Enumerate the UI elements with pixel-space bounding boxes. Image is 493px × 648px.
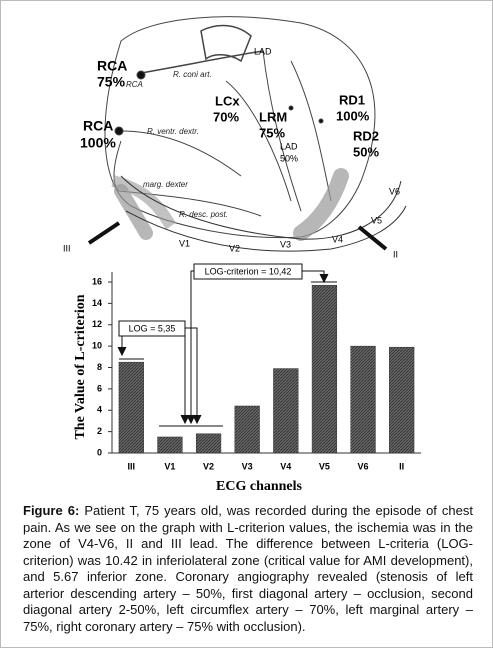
diagram-label: RD2 <box>353 128 379 143</box>
diagram-label: RCA <box>97 58 127 74</box>
annotation-lines <box>117 263 337 427</box>
x-tick-label: III <box>128 461 136 471</box>
y-tick-label: 0 <box>97 447 102 457</box>
lead-label: V5 <box>371 215 382 225</box>
diagram-label: 100% <box>80 135 116 151</box>
y-tick-label: 16 <box>92 276 102 286</box>
diagram-label: 50% <box>280 153 298 163</box>
figure-graphics: RCA 75% RCA R. coni art. LAD LCx 70% LRM… <box>63 16 421 494</box>
caption: Figure 6: Patient T, 75 years old, was r… <box>23 503 473 635</box>
diagram-label: LAD <box>254 46 272 56</box>
x-tick-label: V3 <box>242 461 253 471</box>
y-tick-label: 10 <box>92 341 102 351</box>
diagram-label: R. desc. post. <box>179 210 228 219</box>
diagram-label: RD1 <box>339 92 365 107</box>
bar <box>311 284 338 454</box>
diagram-label: 100% <box>336 108 370 123</box>
bar <box>118 361 144 454</box>
x-tick-label: V6 <box>358 461 369 471</box>
y-tick-label: 12 <box>92 319 102 329</box>
lead-label: V2 <box>229 243 240 253</box>
diagram-label: 50% <box>353 144 379 159</box>
annotation: LOG = 5,35 <box>129 323 176 333</box>
diagram-label: RCA <box>83 118 113 134</box>
bar <box>195 433 222 454</box>
diagram-label: RCA <box>126 80 143 89</box>
x-tick-label: V1 <box>164 461 175 471</box>
diagram-label: LCx <box>215 93 240 108</box>
bar <box>389 346 415 454</box>
bar <box>350 345 376 454</box>
lead-label: V4 <box>332 234 343 244</box>
diagram-label: 75% <box>97 74 126 90</box>
caption-label: Figure 6: <box>23 503 80 518</box>
diagram-label: LRM <box>259 109 287 124</box>
diagram-label: marg. dexter <box>143 180 188 189</box>
y-tick-label: 4 <box>97 405 102 415</box>
diagram-label: R. ventr. dextr. <box>147 127 199 136</box>
diagram-label: 70% <box>213 109 239 124</box>
x-axis-label: ECG channels <box>216 479 303 494</box>
diagram-label: LAD <box>280 141 298 151</box>
lead-label: V6 <box>389 186 400 196</box>
bar <box>234 405 260 454</box>
x-tick-label: V5 <box>319 461 330 471</box>
lead-label: V3 <box>280 239 291 249</box>
bar <box>157 436 183 454</box>
y-tick-label: 14 <box>92 298 102 308</box>
x-tick-label: V2 <box>203 461 214 471</box>
y-tick-label: 2 <box>97 426 102 436</box>
annotation: LOG-criterion = 10,42 <box>205 266 292 276</box>
lead-label: II <box>393 249 398 259</box>
diagram-label: R. coni art. <box>173 70 212 79</box>
caption-text: Patient T, 75 years old, was recorded du… <box>23 503 473 634</box>
x-tick-label: II <box>399 461 404 471</box>
y-tick-label: 6 <box>97 383 102 393</box>
heart-drawing <box>87 16 407 252</box>
lead-label: III <box>63 243 71 253</box>
lead-label: V1 <box>179 238 190 248</box>
x-tick-label: V4 <box>280 461 291 471</box>
y-tick-label: 8 <box>97 362 102 372</box>
y-axis-label: The Value of L-criterion <box>73 294 88 439</box>
diagram-label: 75% <box>259 125 285 140</box>
bar <box>273 368 299 454</box>
